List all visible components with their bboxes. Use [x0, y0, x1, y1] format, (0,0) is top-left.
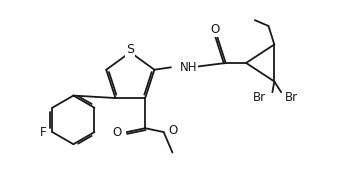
Text: F: F — [40, 126, 47, 139]
Text: S: S — [126, 43, 134, 56]
Text: O: O — [210, 23, 220, 36]
Text: Br: Br — [285, 91, 298, 103]
Text: O: O — [112, 126, 122, 139]
Text: NH: NH — [180, 61, 197, 74]
Text: Br: Br — [252, 91, 266, 103]
Text: O: O — [168, 124, 178, 137]
